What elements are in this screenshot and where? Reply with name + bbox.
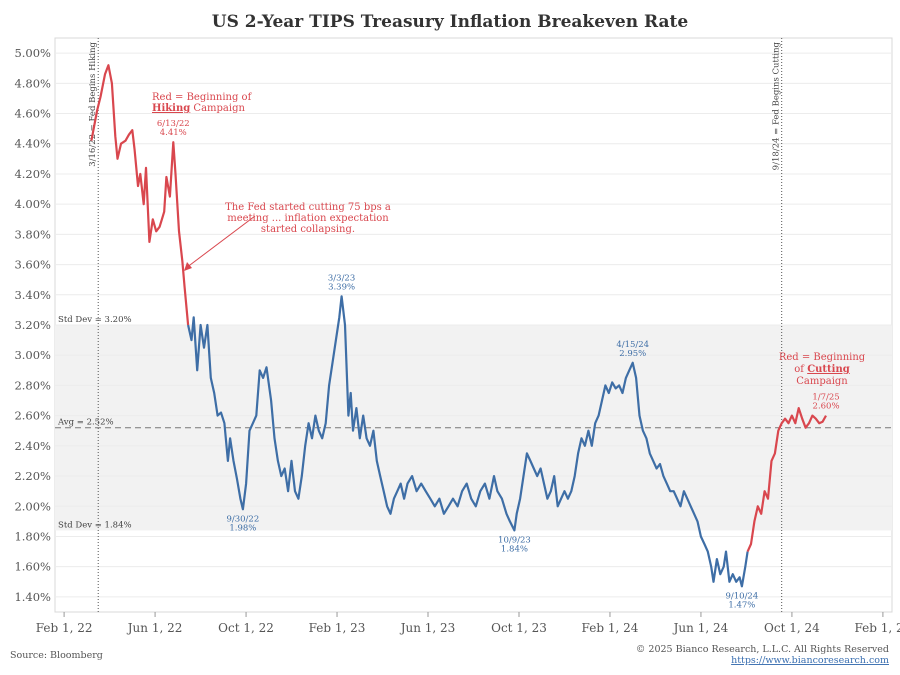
y-tick-label: 4.60% — [14, 107, 51, 121]
y-tick-label: 1.80% — [14, 529, 51, 543]
series-line — [90, 64, 190, 326]
y-tick-label: 3.40% — [14, 288, 51, 302]
y-tick-label: 4.20% — [14, 167, 51, 181]
point-label-value: 1.47% — [728, 600, 755, 610]
copyright-note: © 2025 Bianco Research, L.L.C. All Right… — [636, 644, 889, 655]
y-tick-label: 4.40% — [14, 137, 51, 151]
point-label-date: 1/7/25 — [812, 393, 839, 403]
y-tick-label: 1.40% — [14, 590, 51, 604]
point-label-date: 9/30/22 — [226, 514, 259, 524]
cutting-annotation-line1: Red = Beginning — [779, 352, 866, 363]
y-tick-label: 2.80% — [14, 378, 51, 392]
website-link[interactable]: https://www.biancoresearch.com — [731, 655, 889, 666]
point-label-value: 4.41% — [160, 128, 187, 138]
point-label-date: 6/13/22 — [157, 119, 190, 129]
hiking-annotation-bold: Hiking — [152, 103, 190, 114]
fed-event-label: 3/16/22 = Fed Begins Hiking — [88, 41, 98, 166]
y-tick-label: 2.20% — [14, 469, 51, 483]
point-label-value: 1.84% — [501, 544, 528, 554]
y-tick-label: 2.00% — [14, 499, 51, 513]
y-tick-label: 3.60% — [14, 258, 51, 272]
y-tick-label: 1.60% — [14, 560, 51, 574]
point-label-date: 9/10/24 — [725, 591, 758, 601]
average-label: Avg = 2.52% — [57, 418, 114, 428]
series-line — [746, 407, 827, 553]
fed-note-arrowhead — [184, 262, 192, 271]
x-tick-label: Jun 1, 24 — [672, 621, 729, 635]
std-dev-label: Std Dev = 3.20% — [58, 315, 132, 325]
y-tick-label: 2.60% — [14, 409, 51, 423]
x-tick-label: Feb 1, 23 — [309, 621, 366, 635]
fed-note-line2: meeting ... inflation expectation — [227, 213, 389, 224]
x-tick-label: Oct 1, 22 — [218, 621, 274, 635]
fed-note-line1: The Fed started cutting 75 bps a — [225, 202, 391, 213]
hiking-annotation-line1: Red = Beginning of — [152, 92, 253, 103]
cutting-annotation-bold: Cutting — [807, 364, 850, 375]
fed-note-line3: started collapsing. — [261, 224, 355, 235]
cutting-annotation-line2: of Cutting — [794, 364, 849, 375]
y-tick-label: 4.00% — [14, 197, 51, 211]
hiking-annotation-line2: Hiking Campaign — [152, 103, 245, 114]
y-tick-label: 2.40% — [14, 439, 51, 453]
std-dev-band — [55, 325, 892, 531]
point-label-date: 10/9/23 — [498, 535, 531, 545]
cutting-annotation-line3: Campaign — [796, 376, 848, 387]
x-tick-label: Jun 1, 23 — [399, 621, 456, 635]
point-label-value: 2.95% — [619, 349, 646, 359]
point-label-value: 1.98% — [229, 523, 256, 533]
fed-event-label: 9/18/24 = Fed Begins Cutting — [772, 41, 782, 170]
x-tick-label: Oct 1, 24 — [764, 621, 820, 635]
point-label-value: 3.39% — [328, 282, 355, 292]
y-tick-label: 5.00% — [14, 46, 51, 60]
y-tick-label: 3.00% — [14, 348, 51, 362]
hiking-annotation-rest: Campaign — [190, 103, 245, 114]
x-tick-label: Feb 1, 22 — [36, 621, 93, 635]
std-dev-label: Std Dev = 1.84% — [58, 520, 132, 530]
x-tick-label: Jun 1, 22 — [126, 621, 183, 635]
x-tick-label: Oct 1, 23 — [491, 621, 547, 635]
x-tick-label: Feb 1, 25 — [854, 621, 900, 635]
series-line — [187, 295, 749, 588]
y-tick-label: 3.80% — [14, 227, 51, 241]
cutting-annotation-of: of — [794, 364, 807, 375]
x-tick-label: Feb 1, 24 — [582, 621, 639, 635]
source-note: Source: Bloomberg — [10, 650, 103, 661]
fed-note-arrow-line — [185, 215, 256, 269]
point-label-date: 3/3/23 — [328, 273, 355, 283]
chart-title: US 2-Year TIPS Treasury Inflation Breake… — [212, 12, 689, 32]
y-tick-label: 3.20% — [14, 318, 51, 332]
y-tick-label: 4.80% — [14, 76, 51, 90]
point-label-value: 2.60% — [813, 402, 840, 412]
point-label-date: 4/15/24 — [616, 340, 649, 350]
